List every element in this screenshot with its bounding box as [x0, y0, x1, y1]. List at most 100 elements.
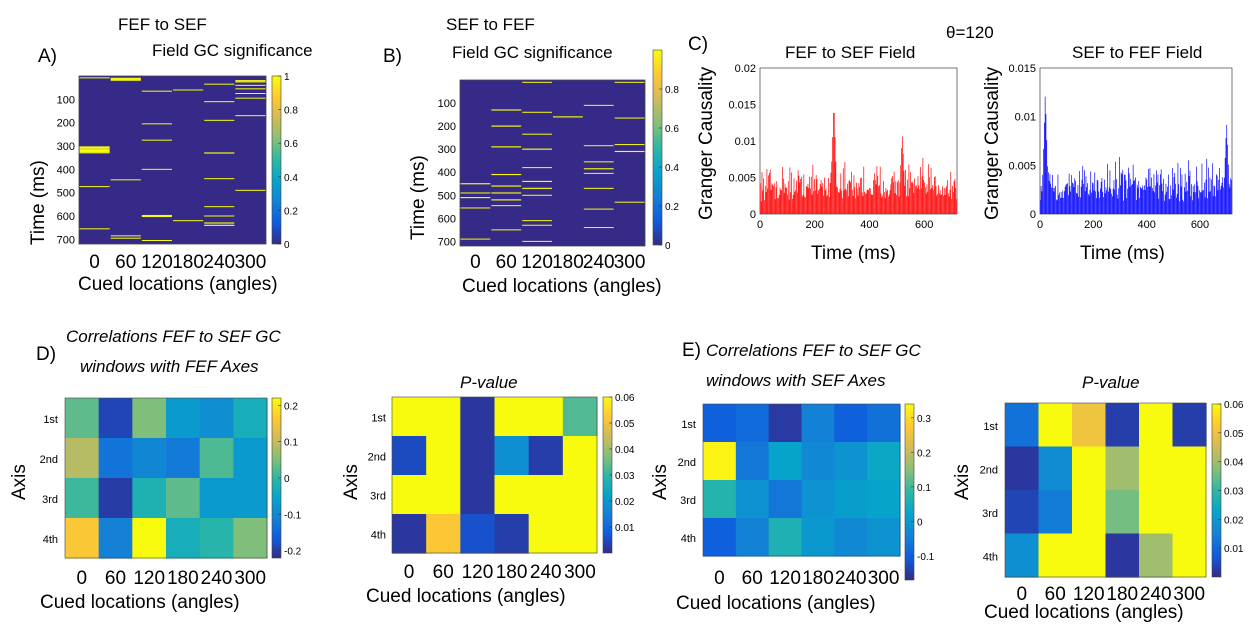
y-tick-labels: 1st 2nd 3rd 4th	[368, 413, 386, 542]
bar	[1229, 187, 1231, 214]
heatmap-cell	[801, 442, 835, 481]
bar	[810, 188, 811, 214]
bar	[1144, 190, 1146, 214]
colorbar-tick-label: 0.04	[1224, 458, 1244, 469]
bar	[1220, 189, 1221, 214]
heatmap-cell	[166, 518, 201, 559]
bar	[1152, 187, 1153, 214]
significance-line	[522, 194, 552, 196]
colorbar-tick-label: 0.05	[615, 419, 635, 430]
bar	[916, 188, 918, 214]
bar	[1190, 196, 1192, 214]
bar	[1124, 174, 1125, 214]
bar	[837, 191, 839, 214]
significance-line	[79, 149, 110, 152]
bar	[887, 189, 888, 214]
bar	[876, 166, 878, 214]
bar	[1155, 185, 1156, 214]
heatmap-cell	[199, 478, 234, 519]
bar	[785, 187, 787, 214]
heatmap-cell	[1105, 403, 1140, 448]
colorbar-tick-label: 0.05	[1224, 429, 1244, 440]
heatmap-cell	[528, 397, 564, 437]
bar	[819, 184, 821, 214]
bar	[930, 168, 932, 214]
bar	[1120, 172, 1122, 214]
colorbar-tick-label: 0.2	[917, 448, 931, 459]
x-tick-labels: 0 200 400 600	[757, 219, 933, 231]
bar	[1106, 190, 1108, 214]
bar	[1148, 169, 1149, 214]
bar	[1123, 200, 1124, 214]
bar	[891, 178, 893, 214]
bar	[772, 184, 774, 214]
x-tick-label: 0	[89, 252, 100, 273]
bar	[934, 176, 936, 214]
bar	[952, 191, 954, 214]
bar	[1206, 158, 1208, 214]
bar	[1121, 174, 1123, 214]
bar	[1064, 186, 1066, 214]
panel-e-left: E) Correlations FEF to SEF GC windows wi…	[650, 340, 935, 614]
x-axis-label: Cued locations (angles)	[462, 276, 662, 297]
bar	[1072, 183, 1074, 214]
bar	[761, 171, 763, 214]
bar	[1098, 191, 1100, 214]
bar	[824, 190, 826, 214]
significance-line	[204, 152, 235, 154]
heatmap-cell	[199, 518, 234, 559]
bar	[1208, 191, 1210, 214]
heatmap-cell	[98, 518, 133, 559]
bar	[1044, 122, 1045, 214]
colorbar-ticks: 0.01 0.02 0.03 0.04 0.05 0.06	[1218, 400, 1244, 555]
y-tick-label: 2nd	[368, 452, 386, 464]
theta-label: θ=120	[946, 23, 994, 42]
heatmap-cell	[703, 404, 737, 443]
bar	[1100, 188, 1101, 214]
bar	[934, 177, 935, 214]
bar	[875, 184, 877, 214]
bar	[1119, 157, 1120, 214]
bar	[1103, 197, 1104, 214]
heatmap-cell	[1072, 446, 1107, 491]
bar	[801, 176, 802, 214]
bar	[841, 190, 842, 214]
colorbar-tick-label: 0.4	[665, 163, 679, 174]
significance-line	[79, 151, 110, 153]
bar	[1115, 161, 1116, 214]
significance-line	[491, 229, 522, 231]
bar	[766, 168, 768, 214]
y-axis-label: Axis	[341, 464, 362, 500]
y-tick-labels: 1st 2nd 3rd 4th	[980, 421, 998, 564]
bar	[877, 175, 879, 214]
y-tick-label: 1st	[371, 413, 386, 425]
bar	[1096, 179, 1098, 214]
bar	[1209, 177, 1211, 214]
panel-d-left: D) Correlations FEF to SEF GC windows wi…	[9, 327, 302, 613]
heatmap-cell	[1139, 490, 1174, 535]
panel-e-right: P-value 1st 2nd 3rd 4th 0 60 120 180 240 300 Axi…	[952, 373, 1244, 623]
bar	[799, 182, 801, 214]
significance-line	[614, 150, 645, 153]
bar	[1090, 171, 1092, 214]
colorbar-tick-label: 1	[284, 72, 290, 83]
bar	[924, 182, 925, 214]
heatmap-cell	[562, 514, 598, 554]
colorbar-ticks: -0.2 -0.1 0 0.1 0.2	[278, 401, 302, 558]
bar	[1044, 96, 1046, 214]
significance-line	[553, 116, 583, 118]
colorbar-tick-label: 0	[665, 241, 671, 252]
colorbar-tick-label: 0	[284, 240, 290, 251]
bar	[938, 193, 940, 214]
bar	[911, 181, 913, 214]
bar	[894, 193, 896, 214]
bar	[760, 183, 761, 214]
bar	[947, 193, 949, 214]
heatmap-cell	[132, 518, 167, 559]
bar	[1128, 173, 1130, 214]
significance-line	[141, 214, 172, 217]
heatmap-cell	[233, 438, 268, 479]
colorbar-tick-label: 0.8	[665, 85, 679, 96]
bar	[1080, 186, 1082, 214]
bar	[764, 200, 765, 214]
